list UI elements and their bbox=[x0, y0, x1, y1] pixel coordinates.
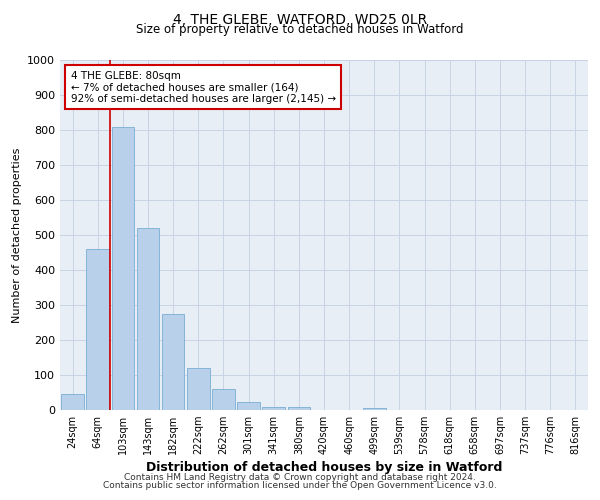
Text: Contains public sector information licensed under the Open Government Licence v3: Contains public sector information licen… bbox=[103, 481, 497, 490]
Text: Size of property relative to detached houses in Watford: Size of property relative to detached ho… bbox=[136, 22, 464, 36]
Y-axis label: Number of detached properties: Number of detached properties bbox=[11, 148, 22, 322]
Bar bbox=[86, 249, 109, 410]
Bar bbox=[363, 408, 386, 410]
Bar bbox=[237, 402, 260, 410]
Bar bbox=[137, 228, 160, 410]
X-axis label: Distribution of detached houses by size in Watford: Distribution of detached houses by size … bbox=[146, 462, 502, 474]
Text: 4, THE GLEBE, WATFORD, WD25 0LR: 4, THE GLEBE, WATFORD, WD25 0LR bbox=[173, 12, 427, 26]
Bar bbox=[162, 314, 184, 410]
Bar bbox=[212, 389, 235, 410]
Bar bbox=[112, 126, 134, 410]
Bar bbox=[61, 394, 84, 410]
Bar bbox=[287, 406, 310, 410]
Text: 4 THE GLEBE: 80sqm
← 7% of detached houses are smaller (164)
92% of semi-detache: 4 THE GLEBE: 80sqm ← 7% of detached hous… bbox=[71, 70, 335, 104]
Bar bbox=[187, 368, 209, 410]
Bar bbox=[262, 407, 285, 410]
Text: Contains HM Land Registry data © Crown copyright and database right 2024.: Contains HM Land Registry data © Crown c… bbox=[124, 472, 476, 482]
